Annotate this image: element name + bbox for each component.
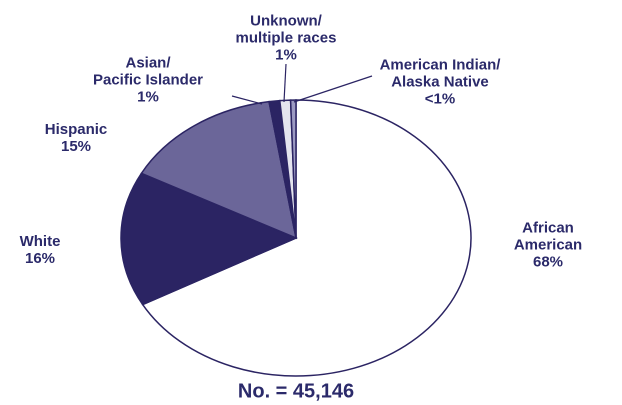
- value-label: 16%: [24, 250, 56, 267]
- slice-label: American Indian/ Alaska Native <1%: [380, 57, 501, 108]
- leader-line: [293, 75, 373, 103]
- pie-slice: [289, 99, 297, 239]
- category-label: Asian/ Pacific Islander: [92, 54, 204, 89]
- slice-label: African American 68%: [514, 220, 582, 271]
- value-label: <1%: [424, 90, 456, 108]
- value-label: 68%: [532, 253, 564, 271]
- pie-slice: [140, 100, 298, 240]
- category-label: White: [19, 233, 61, 250]
- pie-slice: [141, 99, 472, 377]
- value-label: 1%: [275, 46, 297, 64]
- category-label: African American: [513, 219, 583, 254]
- slice-label: White 16%: [20, 233, 61, 267]
- pie-slice: [120, 172, 298, 306]
- slice-label: Hispanic 15%: [45, 121, 108, 155]
- category-label: Hispanic: [44, 121, 108, 138]
- leader-line: [283, 63, 287, 103]
- slice-label: Asian/ Pacific Islander 1%: [93, 55, 203, 106]
- value-label: 1%: [137, 88, 159, 106]
- category-label: American Indian/ Alaska Native: [379, 56, 501, 91]
- slice-label: Unknown/ multiple races 1%: [236, 13, 337, 64]
- note: No. = 45,146: [237, 380, 355, 403]
- value-label: 15%: [60, 138, 92, 155]
- category-label: Unknown/ multiple races: [235, 12, 337, 47]
- leader-line: [231, 95, 263, 105]
